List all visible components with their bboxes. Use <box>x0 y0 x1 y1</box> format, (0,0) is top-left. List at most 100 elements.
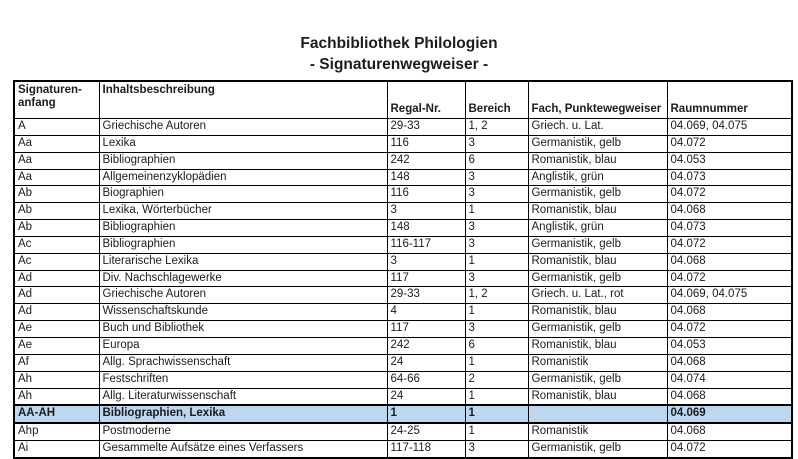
cell-subject: Romanistik, blau <box>527 303 668 322</box>
cell-area: 1 <box>464 202 529 221</box>
cell-description: Bibliographien <box>98 235 388 254</box>
cell-shelf: 3 <box>386 252 466 271</box>
column-header-subject: Fach, Punktewegweiser <box>527 80 668 119</box>
table-row: Ab Lexika, Wörterbücher 3 1 Romanistik, … <box>13 202 793 221</box>
cell-area: 2 <box>464 370 529 389</box>
cell-description: Postmoderne <box>98 422 388 442</box>
cell-subject: Griech. u. Lat., rot <box>527 286 668 305</box>
cell-room: 04.053 <box>666 151 793 170</box>
cell-area: 1 <box>464 252 529 271</box>
table-row: Af Allg. Sprachwissenschaft 24 1 Romanis… <box>13 353 793 372</box>
cell-shelf: 29-33 <box>386 286 466 305</box>
cell-shelf: 117-118 <box>386 440 466 459</box>
cell-room: 04.072 <box>666 440 793 459</box>
cell-subject: Romanistik, blau <box>527 202 668 221</box>
cell-signature: Ab <box>13 202 100 221</box>
cell-area: 1 <box>464 422 529 442</box>
cell-area: 6 <box>464 151 529 170</box>
table-row: Aa Allgemeinenzyklopädien 148 3 Anglisti… <box>13 168 793 187</box>
cell-description: Buch und Bibliothek <box>98 320 388 338</box>
cell-subject: Griech. u. Lat. <box>527 118 668 136</box>
cell-signature: A <box>13 118 100 136</box>
cell-description: Lexika <box>98 134 388 153</box>
cell-area: 1 <box>464 404 529 425</box>
cell-subject: Anglistik, grün <box>527 168 668 187</box>
cell-room: 04.073 <box>666 168 793 187</box>
table-row: AA-AH Bibliographien, Lexika 1 1 04.069 <box>13 404 793 425</box>
cell-subject: Romanistik <box>527 422 668 442</box>
cell-area: 3 <box>464 134 529 153</box>
cell-shelf: 29-33 <box>386 118 466 136</box>
cell-area: 1, 2 <box>464 286 529 305</box>
cell-shelf: 117 <box>386 269 466 288</box>
table-row: Ad Div. Nachschlagewerke 117 3 Germanist… <box>13 269 793 288</box>
cell-shelf: 242 <box>386 336 466 355</box>
table-row: Ab Biographien 116 3 Germanistik, gelb 0… <box>13 185 793 204</box>
cell-room: 04.068 <box>666 387 793 406</box>
cell-signature: Ab <box>13 185 100 204</box>
cell-room: 04.068 <box>666 353 793 372</box>
cell-signature: Ac <box>13 235 100 254</box>
table-row: Ah Festschriften 64-66 2 Germanistik, ge… <box>13 370 793 389</box>
table-row: Ad Griechische Autoren 29-33 1, 2 Griech… <box>13 286 793 305</box>
signature-table: Signaturen- anfang Inhaltsbeschreibung R… <box>13 80 793 459</box>
cell-subject: Germanistik, gelb <box>527 269 668 288</box>
cell-area: 3 <box>464 320 529 338</box>
cell-area: 3 <box>464 440 529 459</box>
cell-signature: Aa <box>13 151 100 170</box>
cell-subject: Romanistik, blau <box>527 336 668 355</box>
cell-shelf: 117 <box>386 320 466 338</box>
cell-subject: Germanistik, gelb <box>527 185 668 204</box>
cell-signature: Ae <box>13 320 100 338</box>
cell-area: 3 <box>464 235 529 254</box>
cell-area: 1, 2 <box>464 118 529 136</box>
cell-signature: Ah <box>13 370 100 389</box>
cell-subject: Germanistik, gelb <box>527 235 668 254</box>
cell-room: 04.074 <box>666 370 793 389</box>
cell-subject: Romanistik, blau <box>527 387 668 406</box>
cell-area: 3 <box>464 219 529 237</box>
cell-shelf: 116-117 <box>386 235 466 254</box>
cell-subject: Romanistik, blau <box>527 252 668 271</box>
cell-description: Allg. Sprachwissenschaft <box>98 353 388 372</box>
table-row: Ae Europa 242 6 Romanistik, blau 04.053 <box>13 336 793 355</box>
page-subtitle: - Signaturenwegweiser - <box>309 56 489 73</box>
cell-description: Allg. Literaturwissenschaft <box>98 387 388 406</box>
cell-shelf: 148 <box>386 168 466 187</box>
cell-shelf: 24 <box>386 353 466 372</box>
column-header-room: Raumnummer <box>666 80 793 119</box>
cell-description: Griechische Autoren <box>98 286 388 305</box>
cell-subject: Romanistik <box>527 353 668 372</box>
cell-shelf: 1 <box>386 404 466 425</box>
cell-shelf: 148 <box>386 219 466 237</box>
cell-signature: Ab <box>13 219 100 237</box>
table-row: Ac Bibliographien 116-117 3 Germanistik,… <box>13 235 793 254</box>
cell-shelf: 116 <box>386 185 466 204</box>
cell-description: Bibliographien <box>98 219 388 237</box>
cell-room: 04.053 <box>666 336 793 355</box>
cell-room: 04.068 <box>666 252 793 271</box>
cell-subject: Germanistik, gelb <box>527 134 668 153</box>
cell-subject <box>527 404 668 425</box>
cell-area: 1 <box>464 387 529 406</box>
cell-room: 04.072 <box>666 320 793 338</box>
cell-subject: Romanistik, blau <box>527 151 668 170</box>
cell-room: 04.068 <box>666 303 793 322</box>
page-title: Fachbibliothek Philologien <box>300 35 498 52</box>
cell-description: Griechische Autoren <box>98 118 388 136</box>
cell-room: 04.072 <box>666 134 793 153</box>
cell-description: Bibliographien <box>98 151 388 170</box>
cell-area: 3 <box>464 269 529 288</box>
table-row: Ab Bibliographien 148 3 Anglistik, grün … <box>13 219 793 237</box>
cell-signature: Aa <box>13 168 100 187</box>
cell-room: 04.069 <box>666 404 793 425</box>
table-row: A Griechische Autoren 29-33 1, 2 Griech.… <box>13 118 793 136</box>
table-body: A Griechische Autoren 29-33 1, 2 Griech.… <box>13 118 793 459</box>
table-header-row: Signaturen- anfang Inhaltsbeschreibung R… <box>13 80 793 119</box>
cell-signature: Ad <box>13 269 100 288</box>
cell-shelf: 4 <box>386 303 466 322</box>
cell-signature: Ac <box>13 252 100 271</box>
cell-shelf: 3 <box>386 202 466 221</box>
cell-room: 04.072 <box>666 185 793 204</box>
column-header-signature: Signaturen- anfang <box>13 80 100 119</box>
